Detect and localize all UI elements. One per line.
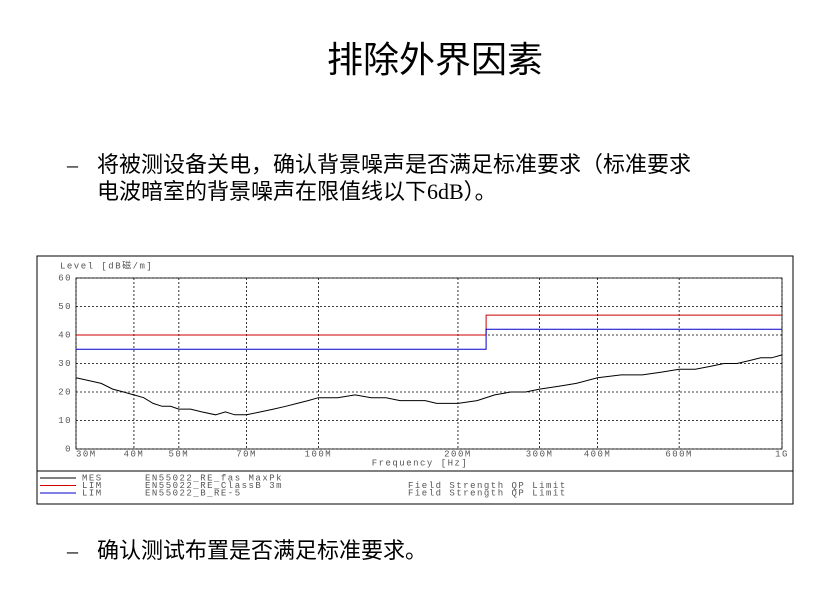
y-tick-label: 0: [65, 444, 72, 454]
legend-name: EN55022_B_RE-5: [145, 488, 242, 498]
series-line: [75, 354, 783, 416]
x-tick-label: 30M: [76, 449, 97, 459]
bullet-text: 确认测试布置是否满足标准要求。: [97, 538, 427, 563]
x-tick-label: 100M: [305, 449, 333, 459]
x-tick-label: 200M: [444, 449, 472, 459]
legend-description: Field Strength QP Limit: [408, 488, 567, 498]
plot-frame: [75, 277, 783, 450]
x-axis-label: Frequency [Hz]: [372, 458, 469, 468]
y-axis-label: Level [dB磁/m]: [60, 259, 153, 271]
legend-kind: LIM: [82, 481, 103, 491]
slide-title: 排除外界因素: [327, 40, 543, 80]
series-line: [76, 328, 782, 350]
legend-name: EN55022_RE_fas MaxPk: [145, 473, 283, 483]
x-tick-label: 40M: [124, 449, 145, 459]
chart-frame: [36, 255, 794, 505]
bullet-text: 将被测设备关电，确认背景噪声是否满足标准要求（标准要求: [97, 152, 691, 177]
x-tick-label: 300M: [526, 449, 554, 459]
legend-kind: MES: [82, 473, 103, 483]
bullet-marker: –: [66, 152, 79, 177]
y-tick-label: 30: [58, 359, 72, 369]
y-tick-label: 40: [58, 330, 72, 340]
x-tick-label: 400M: [584, 449, 612, 459]
y-tick-label: 20: [58, 387, 72, 397]
legend-description: Field Strength QP Limit: [408, 481, 567, 491]
bullet-text: 电波暗室的背景噪声在限值线以下6dB）。: [97, 179, 497, 204]
legend-kind: LIM: [82, 488, 103, 498]
x-tick-label: 1G: [775, 449, 789, 459]
x-tick-label: 50M: [168, 449, 189, 459]
y-tick-label: 60: [58, 273, 72, 283]
bullet-marker: –: [66, 538, 79, 563]
x-tick-label: 600M: [665, 449, 693, 459]
y-tick-label: 10: [58, 416, 72, 426]
legend-name: EN55022_RE_ClassB 3m: [145, 481, 283, 491]
y-tick-label: 50: [58, 302, 72, 312]
series-line: [76, 314, 782, 336]
x-tick-label: 70M: [236, 449, 257, 459]
